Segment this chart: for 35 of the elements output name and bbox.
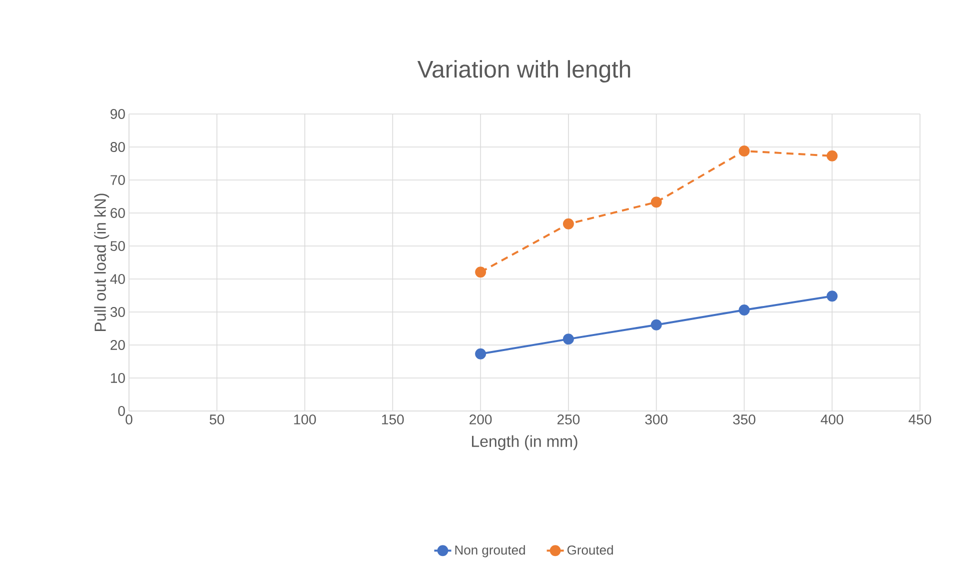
point: [650, 196, 662, 208]
point: [738, 304, 750, 316]
y-tick-label: 30: [110, 307, 125, 317]
y-tick-label: 70: [110, 175, 125, 185]
x-tick-label: 300: [645, 414, 668, 424]
x-tick-label: 400: [820, 414, 844, 424]
y-tick-label: 10: [110, 373, 125, 383]
point: [826, 290, 838, 302]
x-tick-label: 50: [210, 414, 224, 424]
point: [562, 334, 574, 345]
point: [650, 319, 662, 330]
y-tick-label: 80: [110, 142, 125, 152]
legend-label: Non grouted: [455, 545, 525, 558]
y-tick-label: 50: [110, 241, 125, 251]
chart-title: Variation with length: [417, 60, 630, 83]
x-tick-label: 200: [470, 414, 492, 424]
y-tick-label: 20: [110, 340, 125, 350]
point: [562, 218, 574, 230]
x-tick-label: 100: [294, 414, 316, 424]
point: [738, 145, 750, 156]
y-tick-label: 40: [110, 274, 125, 284]
x-tick-label: 450: [908, 414, 932, 424]
point: [475, 266, 486, 278]
legend-label: Grouted: [567, 545, 613, 555]
y-tick-label: 90: [110, 109, 125, 119]
x-tick-label: 350: [733, 414, 756, 424]
x-tick-label: 150: [382, 414, 404, 424]
point: [475, 348, 486, 360]
x-tick-label: 0: [126, 414, 132, 424]
y-axis-title: Pull out load (in kN): [94, 194, 110, 331]
y-tick-label: 60: [110, 208, 125, 218]
point: [826, 150, 838, 162]
y-tick-label: 0: [118, 406, 125, 416]
x-tick-label: 250: [557, 414, 580, 424]
x-axis-title: Length (in mm): [472, 435, 578, 450]
